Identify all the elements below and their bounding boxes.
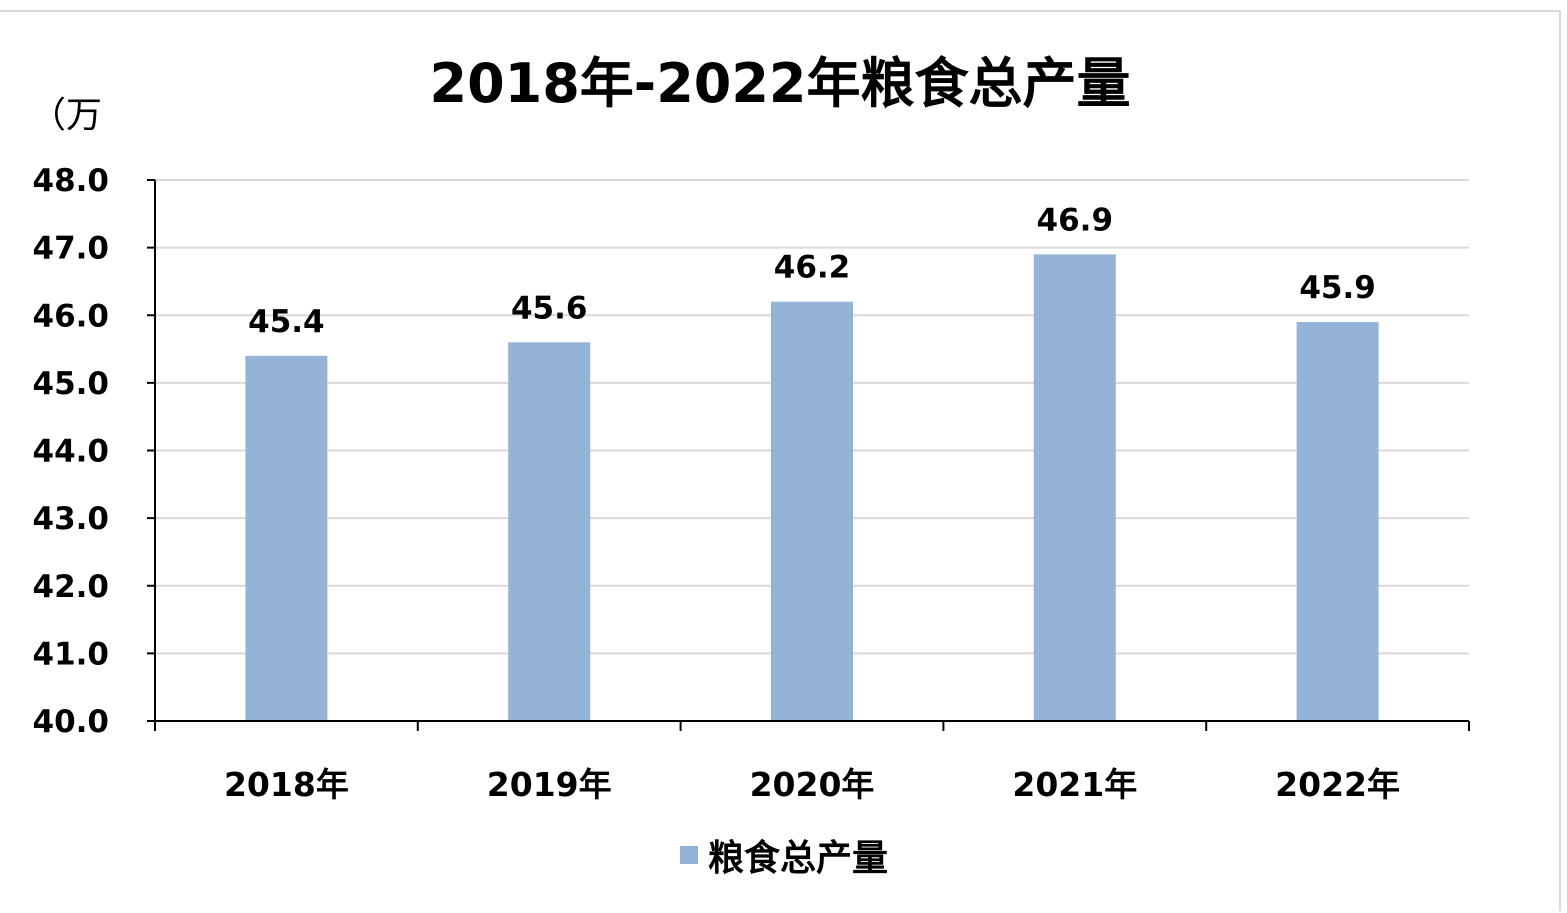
y-tick-label: 44.0 <box>33 434 110 470</box>
y-tick-label: 40.0 <box>33 704 110 740</box>
legend: 粮食总产量 <box>680 838 888 879</box>
chart-frame <box>0 10 1561 911</box>
y-tick-label: 43.0 <box>33 501 110 537</box>
data-label: 46.9 <box>1037 202 1114 238</box>
x-tick-label: 2020年 <box>750 765 875 804</box>
bar <box>245 355 328 721</box>
bar <box>1033 254 1116 721</box>
legend-label: 粮食总产量 <box>708 838 888 879</box>
y-tick-label: 47.0 <box>33 231 110 267</box>
data-label: 45.9 <box>1299 270 1376 306</box>
data-label: 45.4 <box>248 304 325 340</box>
y-axis-unit-label: （万 <box>30 95 102 136</box>
y-tick-label: 42.0 <box>33 569 110 605</box>
bar <box>771 301 853 721</box>
y-tick-label: 46.0 <box>33 298 110 334</box>
y-tick-label: 48.0 <box>33 163 110 199</box>
axes <box>147 179 1470 731</box>
data-label: 46.2 <box>774 250 851 286</box>
chart-title: 2018年-2022年粮食总产量 <box>430 52 1131 115</box>
tick-labels: 40.0 41.0 42.0 43.0 44.0 45.0 46.0 47.0 48.0 45.4… <box>33 163 1401 804</box>
legend-swatch <box>680 846 698 864</box>
x-tick-label: 2021年 <box>1012 765 1137 804</box>
bars <box>245 254 1379 721</box>
bar <box>508 342 591 721</box>
bar <box>1296 322 1379 721</box>
x-tick-label: 2018年 <box>224 765 349 804</box>
x-tick-label: 2019年 <box>487 765 612 804</box>
x-tick-label: 2022年 <box>1275 765 1400 804</box>
y-tick-label: 45.0 <box>33 366 110 402</box>
y-tick-label: 41.0 <box>33 636 110 672</box>
data-label: 45.6 <box>511 290 588 326</box>
